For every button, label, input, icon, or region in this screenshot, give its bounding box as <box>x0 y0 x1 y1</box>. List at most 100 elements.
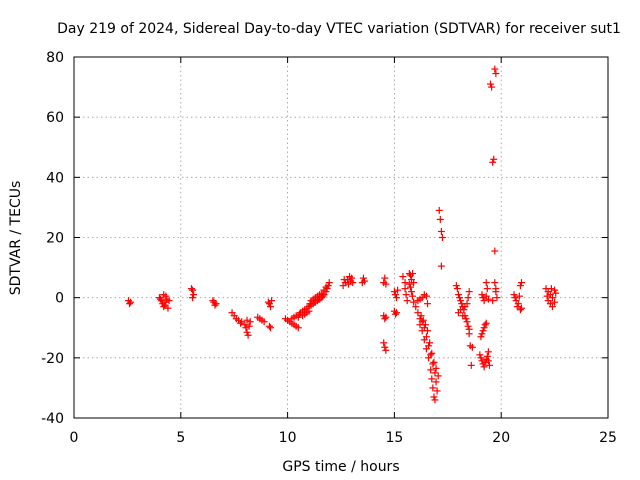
data-point <box>492 70 500 78</box>
data-point <box>511 294 519 302</box>
grid-lines <box>74 57 608 418</box>
data-point <box>510 291 518 299</box>
data-point <box>260 318 268 326</box>
data-point <box>484 348 492 356</box>
data-point <box>306 300 314 308</box>
data-point <box>417 312 425 320</box>
data-point <box>409 270 417 278</box>
data-point <box>160 291 168 299</box>
data-point <box>246 318 254 326</box>
data-point <box>478 291 486 299</box>
data-point <box>126 300 134 308</box>
data-point <box>457 297 465 305</box>
data-point <box>467 361 475 369</box>
data-point <box>477 354 485 362</box>
y-tick-label: 20 <box>46 231 64 247</box>
data-point <box>433 387 441 395</box>
data-point <box>432 378 440 386</box>
data-point <box>488 83 496 91</box>
data-point <box>480 363 488 371</box>
data-point <box>237 319 245 327</box>
y-tick-label: 80 <box>46 50 64 66</box>
data-point <box>419 316 427 324</box>
data-point <box>464 294 472 302</box>
data-point <box>453 285 461 293</box>
data-point <box>393 309 401 317</box>
data-point <box>382 280 390 288</box>
data-point <box>164 304 172 312</box>
data-point <box>551 298 559 306</box>
data-point <box>322 283 330 291</box>
data-point <box>434 372 442 380</box>
data-point <box>487 80 495 88</box>
data-point <box>424 327 432 335</box>
data-point <box>421 321 429 329</box>
data-point <box>436 215 444 223</box>
data-point <box>491 65 499 73</box>
data-point <box>422 292 430 300</box>
data-point <box>543 292 551 300</box>
data-point <box>264 298 272 306</box>
data-point <box>465 288 473 296</box>
data-point <box>391 310 399 318</box>
data-point <box>382 346 390 354</box>
x-tick-label: 15 <box>385 430 403 446</box>
data-point <box>424 300 432 308</box>
data-point <box>480 297 488 305</box>
data-point <box>161 301 169 309</box>
data-point <box>405 280 413 288</box>
data-point <box>492 288 500 296</box>
data-point <box>482 319 490 327</box>
data-point <box>517 304 525 312</box>
data-point <box>381 343 389 351</box>
data-point <box>381 315 389 323</box>
data-point <box>323 285 331 293</box>
axis-ticks: 0 5 10 15 20 25 -40 -20 0 20 40 60 80 <box>41 50 617 446</box>
data-point <box>463 300 471 308</box>
data-point <box>359 274 367 282</box>
data-point <box>190 291 198 299</box>
data-point <box>454 291 462 299</box>
x-axis-label: GPS time / hours <box>282 459 399 475</box>
data-point <box>437 227 445 235</box>
data-point <box>481 321 489 329</box>
y-tick-label: -40 <box>41 411 64 427</box>
x-tick-label: 5 <box>176 430 185 446</box>
data-point <box>268 297 276 305</box>
data-point <box>401 285 409 293</box>
data-point <box>431 369 439 377</box>
data-point <box>548 303 556 311</box>
data-point <box>394 286 402 294</box>
data-point <box>463 318 471 326</box>
data-point <box>189 294 197 302</box>
data-point <box>267 324 275 332</box>
plot-frame <box>73 56 609 419</box>
data-point <box>410 279 418 287</box>
data-point <box>402 291 410 299</box>
y-tick-label: 0 <box>55 291 64 307</box>
data-point <box>319 292 327 300</box>
data-point <box>428 375 436 383</box>
data-point <box>478 330 486 338</box>
data-point <box>158 297 166 305</box>
data-point <box>484 295 492 303</box>
data-point <box>491 247 499 255</box>
data-point <box>514 300 522 308</box>
y-axis-label: SDTVAR / TECUs <box>8 181 24 296</box>
data-point <box>484 357 492 365</box>
data-point <box>456 294 464 302</box>
data-point <box>393 294 401 302</box>
data-point <box>348 274 356 282</box>
data-point <box>491 279 499 287</box>
data-point <box>157 295 165 303</box>
chart-title: Day 219 of 2024, Sidereal Day-to-day VTE… <box>57 21 621 37</box>
data-point <box>162 298 170 306</box>
data-point <box>241 321 249 329</box>
data-point <box>516 282 524 290</box>
data-point <box>426 339 434 347</box>
data-point <box>267 303 275 311</box>
data-point <box>427 351 435 359</box>
data-point <box>238 318 246 326</box>
data-point <box>552 289 560 297</box>
data-point <box>209 297 217 305</box>
